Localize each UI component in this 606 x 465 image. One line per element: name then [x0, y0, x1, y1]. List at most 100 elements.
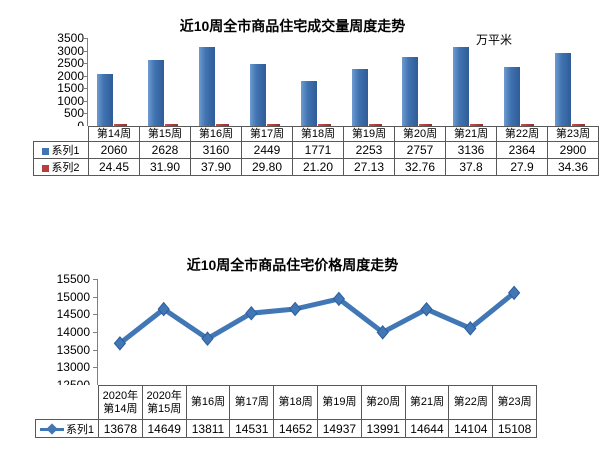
y-axis-label: 3500	[57, 31, 84, 45]
price-data-table: 2020年 第14周 2020年 第15周 第16周 第17周 第18周 第19周 第20周…	[35, 385, 537, 438]
diamond-marker-point-8	[464, 321, 477, 336]
y-axis-tick	[83, 63, 87, 65]
legend-cell: 系列1	[33, 141, 89, 159]
value-cell: 37.90	[190, 158, 242, 176]
y-axis-label: 15500	[56, 272, 90, 286]
category-cell: 第17周	[241, 126, 293, 142]
value-cell: 15108	[492, 419, 537, 438]
bar-series1-15week	[148, 60, 164, 126]
diamond-marker-point-1	[157, 301, 170, 317]
y-axis-label: 2000	[57, 68, 84, 83]
series1-square-marker	[42, 147, 50, 155]
y-axis-tick	[93, 367, 97, 369]
bar-series2-23week	[572, 124, 585, 126]
y-axis-label: 500	[63, 106, 84, 121]
line-series1	[117, 290, 517, 346]
y-axis-line	[87, 38, 88, 126]
y-axis-label: 13000	[56, 360, 90, 375]
y-axis-label: 1000	[57, 93, 84, 108]
table-corner-cell	[34, 127, 89, 142]
y-axis-label: 13500	[56, 342, 90, 357]
category-cell: 第19周	[316, 385, 362, 420]
diamond-marker-point-2	[201, 331, 214, 346]
y-axis-tick	[83, 100, 87, 102]
category-cell: 第21周	[445, 126, 497, 142]
y-axis-line	[97, 279, 98, 385]
bar-series1-14week	[97, 74, 113, 126]
y-axis-label: 2500	[57, 56, 84, 71]
category-cell: 第16周	[190, 126, 242, 142]
value-cell: 2900	[547, 141, 599, 159]
value-cell: 14644	[404, 419, 450, 438]
value-cell: 14531	[229, 419, 275, 438]
value-cell: 37.8	[445, 158, 497, 176]
legend-cell: 系列1	[35, 419, 99, 438]
value-cell: 2060	[88, 141, 140, 159]
value-cell: 27.9	[496, 158, 548, 176]
value-cell: 13991	[360, 419, 406, 438]
value-cell: 2628	[139, 141, 191, 159]
y-axis-tick	[83, 38, 87, 39]
value-cell: 14649	[141, 419, 187, 438]
y-axis-tick	[93, 349, 97, 351]
bar-series2-15week	[165, 124, 178, 126]
diamond-marker-point-4	[288, 301, 302, 317]
volume-chart-title: 近10周全市商品住宅成交量周度走势	[179, 18, 406, 34]
series-name: 系列2	[51, 162, 80, 174]
series-name: 系列1	[65, 423, 95, 436]
category-cell: 第18周	[292, 126, 344, 142]
price-trend-line	[113, 285, 521, 351]
bar-series1-21week	[453, 47, 469, 126]
y-axis-label: 3000	[57, 43, 84, 58]
y-axis-label: 15000	[56, 289, 90, 304]
legend-cell: 系列2	[33, 158, 89, 176]
table-corner-cell	[36, 386, 99, 420]
bar-series1-18week	[301, 81, 317, 126]
bar-series2-14week	[114, 124, 127, 126]
y-axis-tick	[83, 50, 87, 52]
bar-series1-19week	[352, 69, 368, 126]
category-cell: 第23周	[492, 385, 537, 420]
category-cell: 第17周	[229, 385, 275, 420]
category-cell: 第16周	[185, 385, 231, 420]
category-cell: 2020年 第14周	[98, 385, 143, 420]
value-cell: 2449	[241, 141, 293, 159]
volume-unit-label: 万平米	[476, 33, 513, 47]
diamond-marker-point-3	[245, 305, 258, 321]
volume-data-table: 第14周 第15周 第16周 第17周 第18周 第19周 第20周 第21周 第22周 第23周…	[33, 126, 599, 176]
y-axis-tick	[93, 332, 97, 333]
price-chart-title: 近10周全市商品住宅价格周度走势	[186, 257, 399, 273]
bar-series1-20week	[402, 57, 418, 126]
category-cell: 第20周	[360, 385, 406, 420]
value-cell: 2364	[496, 141, 548, 159]
category-cell: 第22周	[496, 126, 548, 142]
bar-series2-22week	[521, 124, 534, 126]
value-cell: 32.76	[394, 158, 446, 176]
series1-line-diamond-marker	[39, 428, 64, 432]
value-cell: 27.13	[343, 158, 395, 176]
value-cell: 14652	[273, 419, 318, 438]
y-axis-tick	[93, 279, 97, 280]
bar-series1-22week	[504, 67, 520, 126]
category-cell: 第23周	[547, 126, 599, 142]
category-cell: 第22周	[448, 385, 494, 420]
y-axis-label: 14000	[56, 325, 90, 339]
category-cell: 第21周	[404, 385, 450, 420]
series-name: 系列1	[51, 145, 80, 157]
y-axis-tick	[83, 75, 87, 77]
bar-series1-23week	[555, 53, 571, 126]
value-cell: 34.36	[547, 158, 599, 176]
y-axis-tick	[83, 113, 87, 115]
diamond-marker-point-9	[507, 285, 521, 301]
value-cell: 24.45	[88, 158, 140, 176]
diamond-marker-point-5	[332, 291, 346, 307]
bar-series1-16week	[199, 47, 215, 126]
bar-series2-18week	[318, 124, 331, 126]
bar-series2-20week	[419, 124, 432, 126]
diamond-marker-point-7	[420, 301, 433, 317]
value-cell: 3136	[445, 141, 497, 159]
series2-square-marker	[42, 164, 50, 172]
y-axis-label: 14500	[56, 307, 90, 322]
y-axis-label: 1500	[57, 81, 84, 96]
